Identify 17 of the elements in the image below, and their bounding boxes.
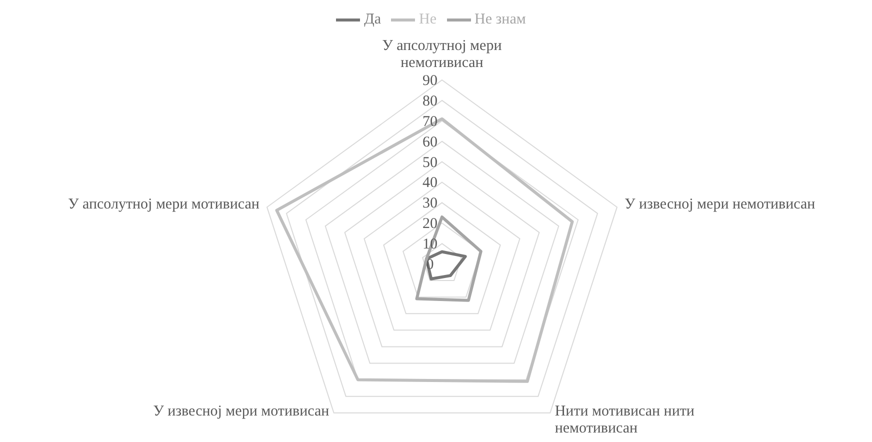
spoke-label: У извесној мери мотивисан (153, 403, 330, 420)
spoke-label: У апсолутној мери немотивисан (382, 38, 502, 71)
y-tick-label: 40 (422, 175, 438, 192)
y-tick-label: 60 (422, 134, 438, 150)
spoke-label: Нити мотивисан нити немотивисан (554, 403, 694, 436)
y-tick-label: 20 (422, 216, 438, 232)
y-tick-label: 90 (422, 73, 438, 89)
y-tick-label: 10 (422, 236, 438, 253)
y-tick-label: 80 (422, 93, 438, 110)
legend-label: Не (419, 11, 437, 28)
y-tick-label: 70 (422, 114, 438, 130)
spoke-label: У апсолутној мери мотивисан (68, 196, 260, 213)
spoke-label: У извесној мери немотивисан (624, 196, 816, 213)
legend-label: Да (364, 11, 382, 28)
legend-label: Не знам (474, 11, 526, 28)
y-tick-label: 30 (422, 196, 438, 212)
y-tick-label: 50 (422, 154, 438, 171)
